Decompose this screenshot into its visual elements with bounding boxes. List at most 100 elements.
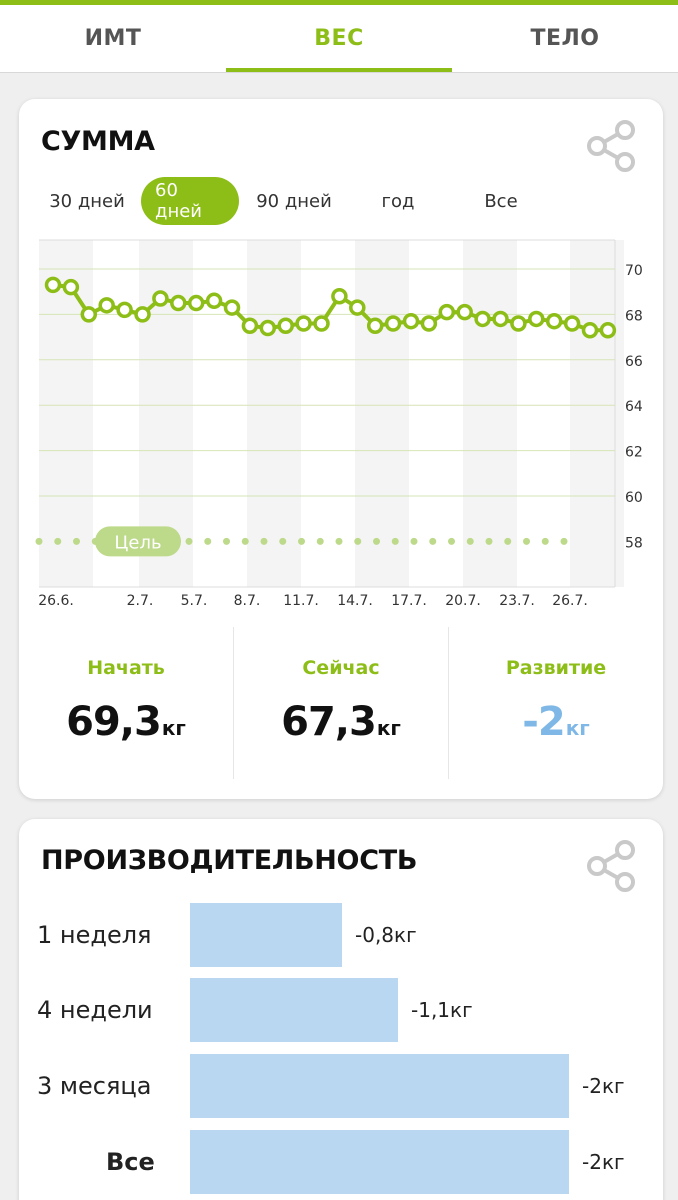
goal-point: [523, 537, 530, 545]
chart-ytick-label: 70: [625, 263, 643, 279]
top-tabs: ИМТ ВЕС ТЕЛО: [0, 5, 678, 73]
chart-ytick-label: 64: [625, 399, 643, 415]
goal-point: [35, 537, 43, 545]
weight-chart: 70 68 66 64 62 60 58 26.6. 2.7. 5.7. 8.7. 11.7. 14.…: [35, 239, 643, 609]
chart-stripe: [39, 240, 93, 587]
share-icon[interactable]: [585, 839, 639, 893]
goal-point: [204, 537, 212, 545]
chart-xtick-label: 5.7.: [181, 593, 208, 609]
performance-card: ПРОИЗВОДИТЕЛЬНОСТЬ 1 неделя -0,8кг 4 нед…: [19, 819, 663, 1200]
stat-start-label: Начать: [87, 657, 165, 679]
performance-row-value: -2кг: [582, 1074, 625, 1098]
chart-ytick-label: 66: [625, 354, 643, 370]
weight-point: [331, 287, 348, 305]
weight-point: [563, 315, 581, 332]
chart-xtick-label: 2.7.: [127, 593, 154, 609]
weight-point: [402, 312, 420, 330]
performance-bar: [190, 1054, 569, 1118]
weight-point: [44, 276, 62, 294]
goal-point: [541, 537, 549, 545]
goal-point: [466, 537, 474, 545]
chart-stripe: [355, 240, 409, 587]
performance-row-label: 3 месяца: [37, 1072, 152, 1100]
goal-label: Цель: [95, 526, 181, 557]
chart-xtick-label: 14.7.: [337, 593, 373, 609]
weight-point: [438, 303, 456, 321]
chart-ytick-label: 58: [625, 535, 643, 551]
goal-point: [260, 537, 268, 545]
weight-point: [116, 301, 133, 319]
top-accent-bar: [0, 0, 678, 5]
performance-row: 1 неделя -0,8кг: [19, 903, 663, 967]
goal-point: [279, 537, 287, 545]
range-90-days[interactable]: 90 дней: [256, 190, 332, 212]
weight-point: [581, 322, 599, 339]
stat-progress: Развитие -2 кг: [448, 627, 663, 779]
chart-xtick-label: 8.7.: [234, 593, 261, 609]
summary-card: СУММА 30 дней 60 дней 90 дней год Все 70…: [19, 99, 663, 799]
weight-point: [223, 299, 241, 316]
chart-xtick-label: 23.7.: [499, 593, 535, 609]
weight-point: [241, 317, 259, 334]
chart-stripe: [570, 240, 624, 587]
goal-point: [354, 537, 362, 545]
stat-start-unit: кг: [161, 716, 186, 740]
stat-progress-label: Развитие: [505, 657, 607, 679]
weight-point: [474, 310, 491, 328]
tab-body[interactable]: ТЕЛО: [530, 26, 600, 51]
chart-xtick-label: 26.7.: [552, 593, 588, 609]
chart-xtick-label: 26.6.: [38, 593, 74, 609]
tab-weight[interactable]: ВЕС: [226, 5, 452, 72]
tab-bmi[interactable]: ИМТ: [84, 26, 142, 51]
stat-progress-value: -2: [522, 699, 565, 745]
goal-point: [316, 537, 324, 545]
performance-row: 4 недели -1,1кг: [19, 978, 663, 1042]
stat-now-unit: кг: [376, 716, 401, 740]
performance-bar: [190, 1130, 569, 1194]
weight-point: [295, 315, 312, 332]
performance-row-value: -2кг: [582, 1150, 625, 1174]
chart-xtick-label: 17.7.: [391, 593, 427, 609]
stat-now: Сейчас 67,3 кг: [233, 627, 448, 779]
goal-point: [391, 537, 399, 545]
weight-point: [545, 312, 563, 330]
goal-point: [429, 537, 437, 545]
chart-ytick-label: 60: [625, 490, 643, 506]
weight-point: [510, 315, 527, 332]
range-30-days[interactable]: 30 дней: [49, 190, 125, 212]
performance-bar: [190, 903, 342, 967]
weight-point: [134, 306, 151, 323]
stat-start: Начать 69,3 кг: [19, 627, 233, 779]
share-icon[interactable]: [585, 119, 639, 173]
weight-point: [599, 322, 617, 339]
weight-point: [277, 317, 294, 334]
performance-row-label: 4 недели: [37, 996, 153, 1024]
goal-point: [223, 537, 230, 545]
weight-point: [528, 310, 545, 328]
chart-ytick-label: 62: [625, 445, 643, 461]
range-60-days[interactable]: 60 дней: [141, 177, 239, 225]
chart-ytick-label: 68: [625, 308, 643, 324]
goal-label-text: Цель: [114, 532, 161, 553]
goal-point: [504, 537, 512, 545]
performance-row-label: Все: [106, 1148, 155, 1176]
goal-point: [410, 537, 418, 545]
range-selector: 30 дней 60 дней 90 дней год Все: [33, 177, 555, 225]
goal-point: [373, 537, 380, 545]
range-year[interactable]: год: [381, 190, 415, 212]
goal-point: [241, 537, 249, 545]
performance-bar: [190, 978, 398, 1042]
range-all[interactable]: Все: [484, 190, 518, 212]
goal-point: [335, 537, 343, 545]
performance-title: ПРОИЗВОДИТЕЛЬНОСТЬ: [41, 845, 418, 876]
goal-point: [485, 537, 493, 545]
weight-point: [98, 297, 115, 314]
chart-stripe: [463, 240, 517, 587]
weight-point: [170, 294, 187, 312]
performance-row-label: 1 неделя: [37, 921, 152, 949]
stat-now-value: 67,3: [281, 699, 377, 745]
chart-xtick-label: 20.7.: [445, 593, 481, 609]
weight-point: [366, 317, 384, 334]
weight-point: [80, 306, 98, 323]
stat-start-value: 69,3: [66, 699, 162, 745]
